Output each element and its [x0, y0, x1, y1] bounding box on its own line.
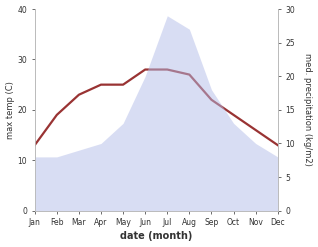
- Y-axis label: max temp (C): max temp (C): [5, 81, 15, 139]
- X-axis label: date (month): date (month): [120, 231, 192, 242]
- Y-axis label: med. precipitation (kg/m2): med. precipitation (kg/m2): [303, 53, 313, 166]
